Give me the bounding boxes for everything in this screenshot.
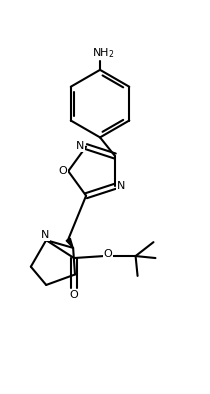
Text: N: N: [117, 181, 126, 191]
Text: O: O: [58, 166, 67, 176]
Polygon shape: [66, 238, 73, 248]
Text: NH$_2$: NH$_2$: [92, 46, 114, 60]
Text: O: O: [70, 290, 78, 300]
Text: O: O: [103, 249, 112, 259]
Text: N: N: [41, 230, 49, 240]
Text: N: N: [76, 141, 84, 151]
